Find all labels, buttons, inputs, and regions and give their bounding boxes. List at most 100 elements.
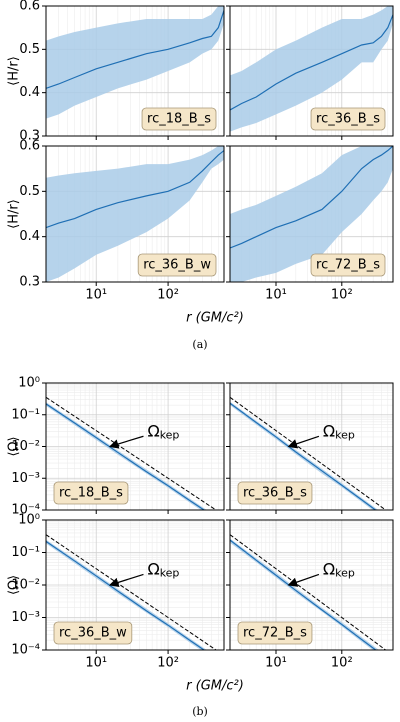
label-box xyxy=(141,107,217,131)
kep-arrow xyxy=(287,573,320,587)
y-tick-label: 0.4 xyxy=(19,229,40,244)
label-box xyxy=(310,253,386,277)
label-box xyxy=(137,253,217,277)
y-tick-label: 10⁻² xyxy=(11,439,40,454)
kep-label: Ωkep xyxy=(147,421,179,442)
x-tick-label: 10¹ xyxy=(265,656,287,671)
plot-area xyxy=(46,146,224,282)
spread-band xyxy=(46,402,207,510)
mean-line xyxy=(46,540,206,650)
x-tick-label: 10² xyxy=(331,288,353,303)
label-box xyxy=(53,621,133,645)
x-axis-label: r (GM/c²) xyxy=(186,679,244,694)
run-label: rc_36_B_w xyxy=(59,626,127,641)
kep-arrow xyxy=(108,435,144,449)
keplerian-line xyxy=(46,396,217,510)
mean-line xyxy=(230,14,393,111)
spread-band xyxy=(46,146,224,282)
plot-area xyxy=(230,534,387,650)
kep-label: Ωkep xyxy=(323,559,355,580)
spread-band xyxy=(230,538,379,650)
y-tick-label: 0.6 xyxy=(19,0,40,14)
y-tick-label: 10⁰ xyxy=(18,376,40,391)
mean-line xyxy=(46,403,206,510)
caption: (b) xyxy=(192,705,208,718)
mean-line xyxy=(230,539,377,650)
run-label: rc_36_B_w xyxy=(143,258,211,273)
axes-frame xyxy=(45,5,225,137)
axes-frame xyxy=(229,5,394,137)
label-box xyxy=(53,481,129,505)
x-tick-label: 10¹ xyxy=(85,288,107,303)
axes-frame xyxy=(229,145,394,283)
kep-subscript: kep xyxy=(335,566,355,579)
x-tick-label: 10¹ xyxy=(265,288,287,303)
y-tick-label: 10⁻² xyxy=(11,578,40,593)
keplerian-line xyxy=(230,534,387,650)
spread-band xyxy=(230,401,379,510)
y-tick-label: 0.4 xyxy=(19,85,40,100)
x-tick-label: 10² xyxy=(157,656,179,671)
run-label: rc_18_B_s xyxy=(59,486,123,501)
y-axis-label: ⟨Ω⟩ xyxy=(7,436,22,456)
axes-frame xyxy=(229,519,394,651)
x-tick-label: 10¹ xyxy=(85,656,107,671)
mean-line xyxy=(230,402,377,510)
y-axis-label: ⟨H/r⟩ xyxy=(7,56,22,86)
axes-frame xyxy=(45,382,225,511)
y-tick-label: 0.5 xyxy=(19,184,40,199)
y-axis-label: ⟨Ω⟩ xyxy=(7,575,22,595)
kep-subscript: kep xyxy=(160,428,180,441)
x-tick-label: 10² xyxy=(157,288,179,303)
plot-area xyxy=(230,146,393,282)
axes-frame xyxy=(229,382,394,511)
keplerian-line xyxy=(46,534,217,650)
mean-line xyxy=(46,10,224,89)
label-box xyxy=(310,107,386,131)
spread-band xyxy=(46,6,224,119)
kep-arrow xyxy=(287,435,320,449)
kep-label: Ωkep xyxy=(147,559,179,580)
kep-symbol: Ω xyxy=(147,421,159,440)
label-box xyxy=(237,621,313,645)
spread-band xyxy=(46,539,207,650)
y-tick-label: 10⁻³ xyxy=(11,471,40,486)
y-tick-label: 0.3 xyxy=(19,275,40,290)
plot-area xyxy=(46,6,224,119)
plot-area xyxy=(230,396,387,510)
y-tick-label: 10⁻⁴ xyxy=(11,643,40,658)
y-tick-label: 10⁻¹ xyxy=(11,545,40,560)
y-axis-label: ⟨H/r⟩ xyxy=(7,199,22,229)
y-tick-label: 0.3 xyxy=(19,129,40,144)
kep-arrow xyxy=(108,573,144,588)
kep-label: Ωkep xyxy=(323,421,355,442)
axes-frame xyxy=(45,519,225,651)
y-tick-label: 10⁰ xyxy=(18,513,40,528)
kep-symbol: Ω xyxy=(323,421,335,440)
x-tick-label: 10² xyxy=(331,656,353,671)
mean-line xyxy=(46,150,224,229)
mean-line xyxy=(230,146,393,249)
y-tick-label: 10⁻³ xyxy=(11,610,40,625)
kep-symbol: Ω xyxy=(147,559,159,578)
caption: (a) xyxy=(192,338,207,351)
label-box xyxy=(237,481,313,505)
run-label: rc_72_B_s xyxy=(243,626,307,641)
spread-band xyxy=(230,6,393,132)
x-axis-label: r (GM/c²) xyxy=(186,311,244,326)
kep-subscript: kep xyxy=(160,566,180,579)
plot-area xyxy=(46,534,217,650)
run-label: rc_36_B_s xyxy=(243,486,307,501)
plot-area xyxy=(230,6,393,132)
axes-frame xyxy=(45,145,225,283)
y-tick-label: 0.6 xyxy=(19,139,40,154)
y-tick-label: 0.5 xyxy=(19,42,40,57)
run-label: rc_72_B_s xyxy=(316,258,380,273)
kep-subscript: kep xyxy=(335,428,355,441)
kep-symbol: Ω xyxy=(323,559,335,578)
run-label: rc_36_B_s xyxy=(316,112,380,127)
run-label: rc_18_B_s xyxy=(147,112,211,127)
y-tick-label: 10⁻⁴ xyxy=(11,503,40,518)
y-tick-label: 10⁻¹ xyxy=(11,407,40,422)
